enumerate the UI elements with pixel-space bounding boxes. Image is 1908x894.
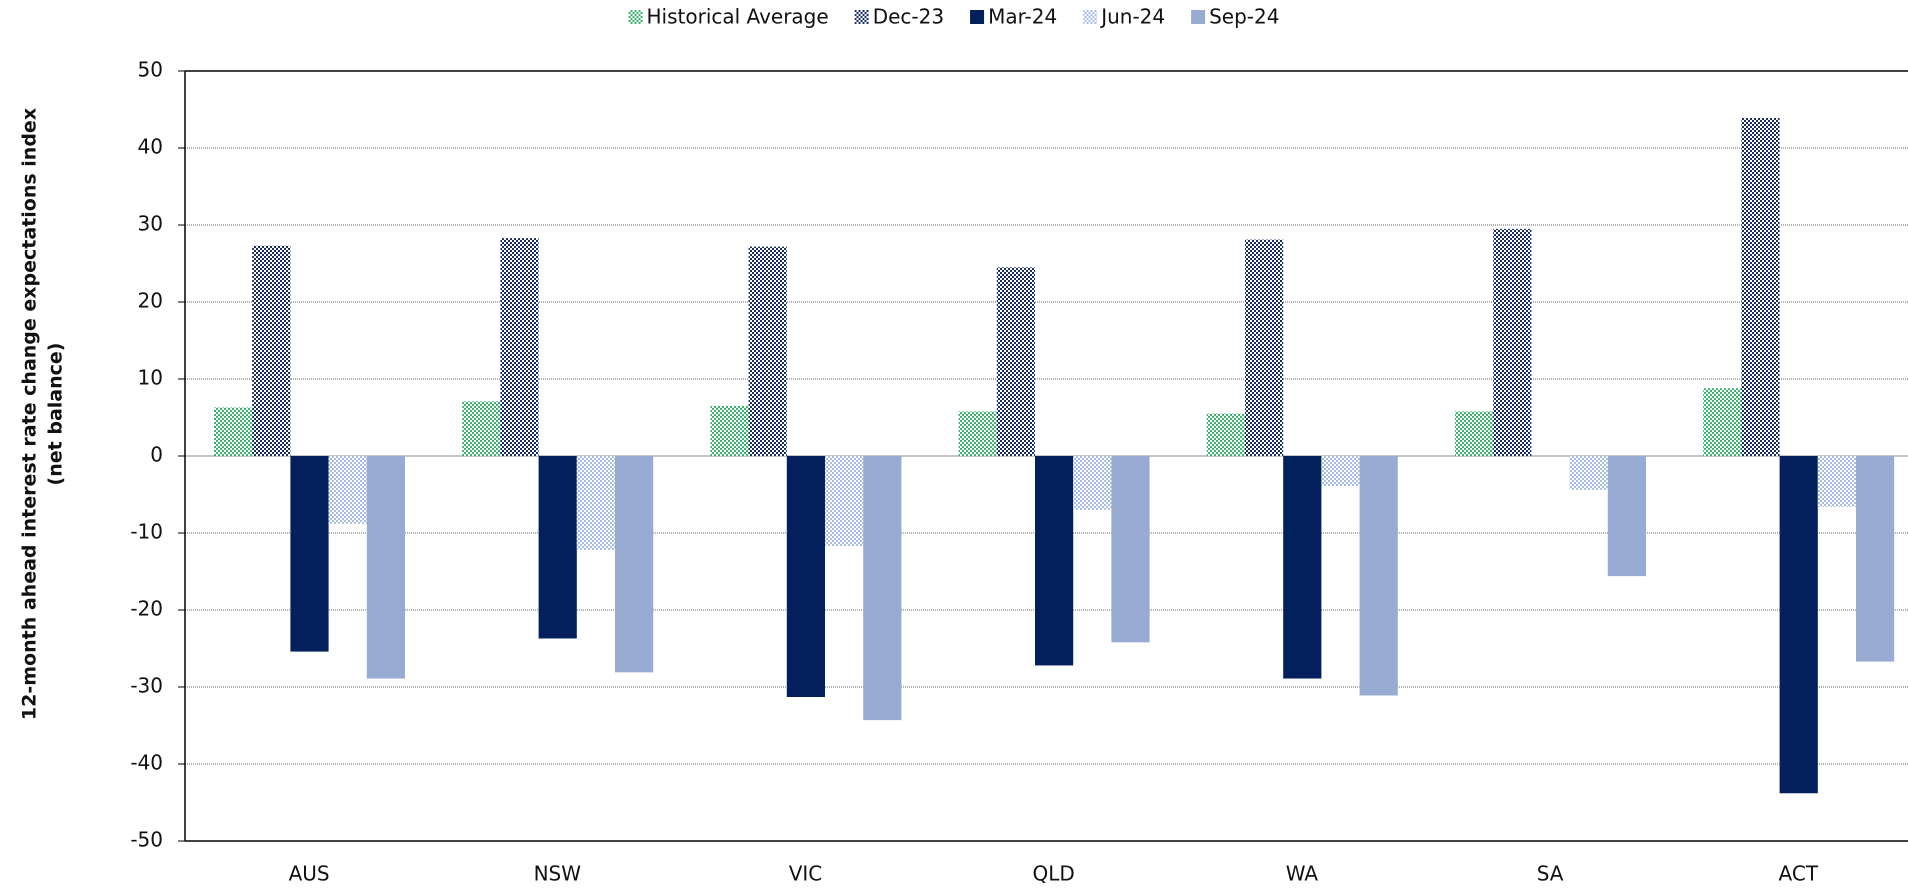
bar: [366, 456, 405, 679]
y-tick-label: -20: [130, 597, 163, 621]
bar: [825, 456, 864, 547]
bar: [1455, 411, 1494, 456]
y-axis-title: 12-month ahead interest rate change expe…: [19, 108, 41, 720]
x-tick-label: SA: [1537, 862, 1564, 886]
x-tick-label: ACT: [1779, 862, 1819, 886]
y-tick-label: 50: [138, 58, 163, 82]
bar: [1359, 456, 1398, 696]
bar: [710, 405, 749, 456]
legend-label: Sep-24: [1209, 5, 1279, 29]
y-tick-label: -40: [130, 751, 163, 775]
legend-swatch: [970, 10, 985, 24]
legend: Historical Average Dec-23 Mar-24 Jun-24 Sep-…: [628, 5, 1279, 29]
x-tick-label: VIC: [789, 862, 823, 886]
x-tick-label: NSW: [534, 862, 582, 886]
bar: [1607, 456, 1646, 577]
bar: [1073, 456, 1112, 510]
y-tick-label: -30: [130, 674, 163, 698]
y-tick-label: -50: [130, 828, 163, 852]
legend-swatch: [854, 10, 869, 24]
y-tick-label: -10: [130, 520, 163, 544]
bar: [1321, 456, 1360, 487]
y-tick-label: 10: [138, 366, 163, 390]
bar: [1817, 456, 1856, 507]
y-tick-label: 20: [138, 289, 163, 313]
y-tick-label: 30: [138, 212, 163, 236]
x-tick-label: AUS: [289, 862, 330, 886]
legend-swatch: [1191, 10, 1206, 24]
legend-label: Historical Average: [647, 5, 829, 29]
bar: [1245, 239, 1284, 456]
bar: [252, 245, 291, 456]
bar: [1703, 388, 1742, 456]
bar: [576, 456, 615, 550]
bar: [1283, 456, 1322, 679]
bar: [1493, 228, 1532, 456]
x-tick-label: QLD: [1033, 862, 1075, 886]
legend-swatch: [628, 10, 643, 24]
bar: [958, 411, 997, 456]
bar: [863, 456, 902, 721]
bar: [328, 456, 367, 524]
bar: [1111, 456, 1150, 643]
bar: [500, 238, 539, 456]
bar: [1741, 117, 1780, 456]
y-axis-title: (net balance): [45, 343, 67, 486]
bar: [615, 456, 654, 673]
legend-swatch: [1083, 10, 1098, 24]
bar: [290, 456, 329, 652]
y-tick-label: 40: [138, 135, 163, 159]
legend-label: Dec-23: [873, 5, 944, 29]
legend-label: Mar-24: [988, 5, 1057, 29]
y-tick-label: 0: [150, 443, 163, 467]
bar: [462, 401, 501, 456]
bar: [214, 407, 253, 456]
bar: [786, 456, 825, 698]
bar: [1206, 413, 1245, 456]
x-tick-label: WA: [1286, 862, 1319, 886]
bar: [1779, 456, 1818, 794]
bar: [1035, 456, 1074, 666]
bar: [1569, 456, 1608, 490]
bar: [1856, 456, 1895, 662]
bar: [748, 246, 787, 456]
bar: [996, 267, 1035, 456]
legend-label: Jun-24: [1099, 5, 1165, 29]
bar: [538, 456, 577, 639]
